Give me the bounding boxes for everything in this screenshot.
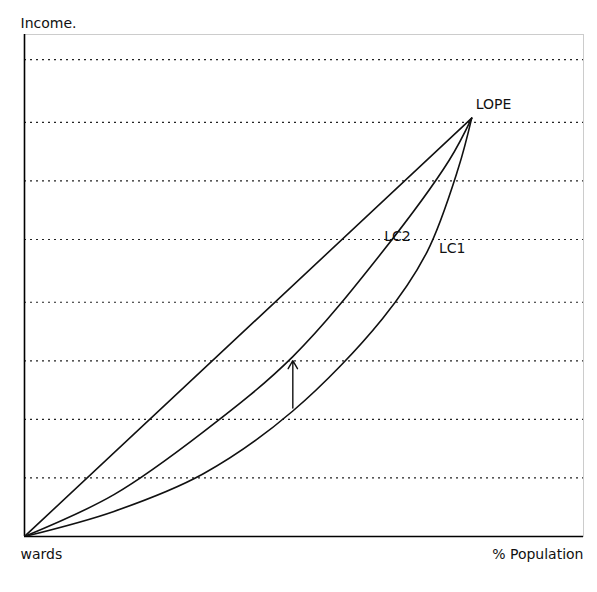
- svg-text:LOPE: LOPE: [476, 96, 512, 112]
- svg-text:LC2: LC2: [384, 228, 410, 244]
- svg-text:LC1: LC1: [439, 240, 465, 256]
- svg-text:wards: wards: [21, 546, 63, 562]
- svg-text:% Population: % Population: [492, 546, 583, 562]
- svg-text:Income.: Income.: [21, 15, 77, 31]
